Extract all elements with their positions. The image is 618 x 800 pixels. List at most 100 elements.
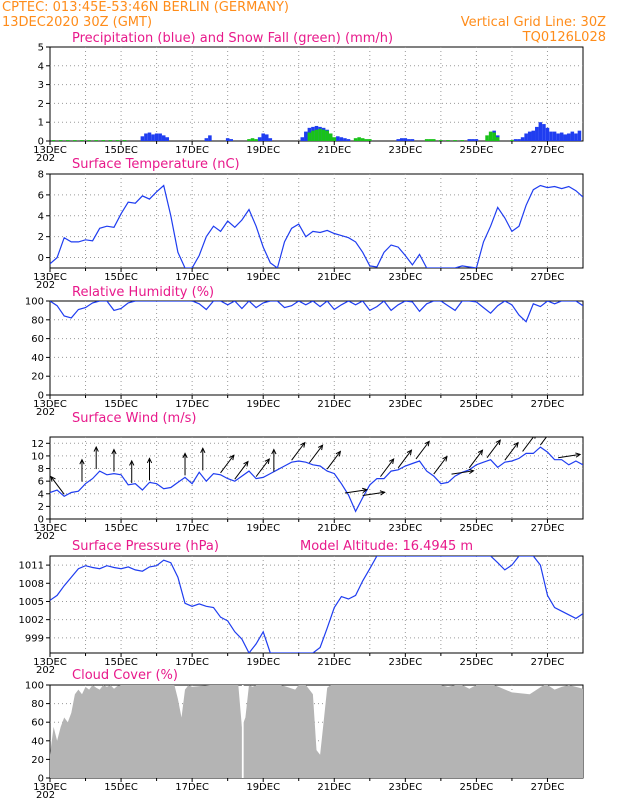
- snow-bar: [318, 128, 322, 141]
- wind-arrow: [522, 437, 535, 452]
- ytick-label: 4: [38, 489, 44, 500]
- precip-bar: [261, 133, 265, 141]
- date-label: 25DEC: [460, 657, 494, 668]
- wind-arrow: [468, 449, 483, 469]
- snow-bar: [101, 140, 106, 141]
- wind-arrow: [486, 439, 501, 459]
- ytick-label: 1011: [19, 561, 44, 572]
- ytick-label: 3: [38, 80, 44, 91]
- precip-bar: [559, 132, 564, 141]
- wind-arrow-head: [424, 440, 430, 447]
- wind-arrow-head: [129, 459, 135, 466]
- ytick-label: 1: [38, 118, 44, 129]
- ytick-label: 0: [38, 391, 44, 402]
- wind-arrow-head: [200, 447, 206, 454]
- ytick-label: 10: [31, 451, 44, 462]
- precip-bar: [577, 130, 582, 141]
- ytick-label: 100: [25, 297, 44, 308]
- snow-bar: [314, 129, 319, 141]
- date-label: 17DEC: [175, 523, 209, 534]
- ytick-label: 2: [38, 232, 44, 243]
- snow-bar: [325, 130, 329, 141]
- ytick-label: 8: [38, 464, 44, 475]
- wind-arrow-head: [534, 437, 536, 439]
- date-label: 13DEC: [33, 523, 67, 534]
- wind-arrow-head: [243, 460, 249, 467]
- ytick-label: 0: [38, 137, 44, 148]
- plot-area: [50, 437, 583, 513]
- ytick-label: 2: [38, 502, 44, 513]
- ytick-label: 4: [38, 61, 44, 72]
- precip-bar: [520, 137, 525, 141]
- snow-bar: [73, 140, 77, 141]
- wind-arrow-head: [406, 449, 413, 456]
- precip-bar: [396, 139, 401, 141]
- date-label: 25DEC: [460, 782, 494, 793]
- wind-arrow: [539, 437, 548, 446]
- date-label: 19DEC: [246, 272, 280, 283]
- date-label: 19DEC: [246, 399, 280, 410]
- precip-bar: [524, 133, 528, 141]
- date-label: 13DEC: [33, 782, 67, 793]
- header-model-id: TQ0126L028: [522, 30, 606, 45]
- date-label: 23DEC: [388, 657, 422, 668]
- snow-bar: [360, 138, 365, 141]
- plot-frame: [49, 555, 584, 654]
- panel-title: Precipitation (blue) and Snow Fall (gree…: [72, 31, 393, 46]
- precip-bar: [527, 131, 532, 141]
- header-location: CPTEC: 013:45E-53:46N BERLIN (GERMANY): [2, 0, 289, 15]
- precip-bar: [154, 133, 159, 141]
- wind-arrow-head: [229, 454, 235, 461]
- wind-arrow: [415, 441, 430, 460]
- ytick-label: 4: [38, 211, 44, 222]
- date-label: 15DEC: [104, 272, 138, 283]
- wind-arrow-head: [477, 449, 484, 456]
- ytick-label: 999: [25, 633, 44, 644]
- series-line: [50, 301, 583, 323]
- ytick-label: 80: [31, 699, 44, 710]
- date-label: 21DEC: [317, 523, 351, 534]
- snow-bar: [65, 140, 70, 141]
- wind-arrow-head: [111, 448, 117, 455]
- precip-bar: [517, 139, 521, 141]
- panel-title: Surface Pressure (hPa): [72, 539, 219, 554]
- snow-bar: [424, 139, 429, 141]
- precip-bar: [343, 138, 347, 141]
- ytick-label: 20: [31, 755, 44, 766]
- date-label: 27DEC: [531, 399, 565, 410]
- wind-arrow: [255, 458, 270, 477]
- wind-arrow-head: [388, 458, 395, 465]
- ytick-label: 60: [31, 718, 44, 729]
- precip-bar: [346, 139, 351, 141]
- wind-arrow-head: [468, 468, 475, 475]
- precip-bar: [467, 139, 472, 141]
- snow-bar: [122, 140, 127, 141]
- date-label: 23DEC: [388, 782, 422, 793]
- date-label: 27DEC: [531, 657, 565, 668]
- wind-arrow-head: [300, 441, 306, 448]
- ytick-label: 20: [31, 372, 44, 383]
- precip-bar: [268, 138, 273, 141]
- ytick-label: 1002: [19, 615, 44, 626]
- date-label: 25DEC: [460, 523, 494, 534]
- precip-bar: [556, 133, 560, 141]
- date-label: 15DEC: [104, 782, 138, 793]
- snow-bar: [364, 139, 369, 141]
- wind-arrow-head: [442, 455, 448, 462]
- date-label: 21DEC: [317, 145, 351, 156]
- date-label: 21DEC: [317, 782, 351, 793]
- date-label: 17DEC: [175, 657, 209, 668]
- plot-frame: [49, 300, 584, 396]
- date-label: 23DEC: [388, 272, 422, 283]
- precip-bar: [151, 134, 155, 141]
- panel-0: 0 1 2 3 4 5 13DEC 15DEC 17DEC 19DEC 21DEC 23DEC 25DE…: [33, 31, 584, 164]
- date-label: 21DEC: [317, 399, 351, 410]
- year-fragment: 202: [36, 153, 55, 164]
- wind-arrow: [362, 491, 385, 497]
- precip-bar: [225, 138, 230, 141]
- plot-area: [50, 685, 583, 778]
- snow-bar: [321, 129, 326, 141]
- date-label: 17DEC: [175, 272, 209, 283]
- date-label: 21DEC: [317, 657, 351, 668]
